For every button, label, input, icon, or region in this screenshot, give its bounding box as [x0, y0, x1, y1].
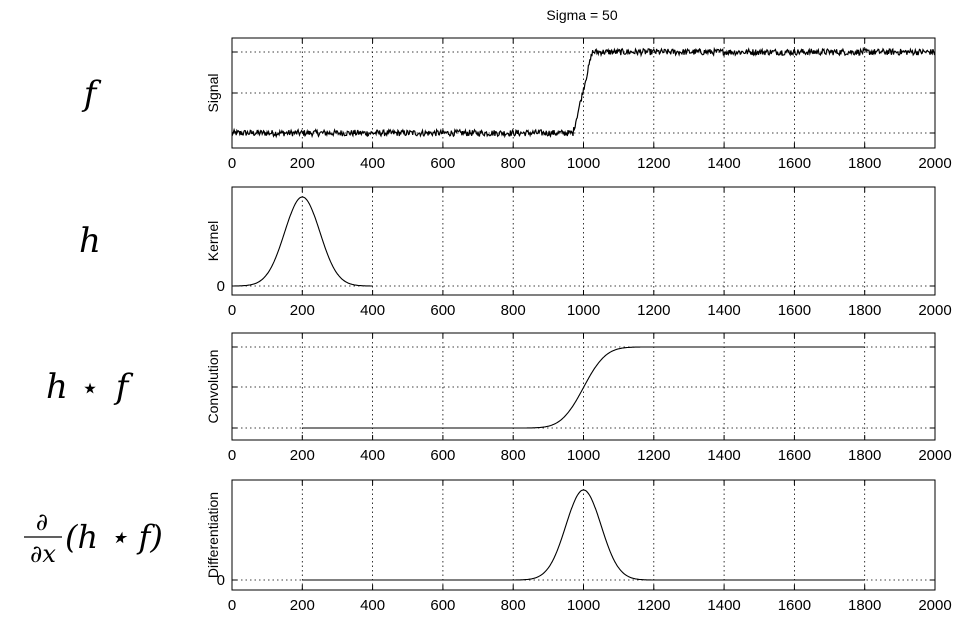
x-tick-label: 2000: [918, 597, 951, 614]
panel-kernel: 0 200 400 600 800 1000 1200 1400 1600 1800 2000 0 Ke…: [205, 186, 952, 319]
x-tick-label: 200: [290, 447, 315, 464]
x-tick-label: 1800: [848, 597, 881, 614]
label-conv-h: h: [46, 367, 68, 407]
x-tick-label: 0: [228, 302, 236, 319]
y-tick-label: 0: [217, 572, 225, 589]
x-tick-label: 1800: [848, 302, 881, 319]
x-tick-label: 1200: [637, 597, 670, 614]
x-tick-label: 1600: [778, 447, 811, 464]
x-tick-label: 800: [501, 447, 526, 464]
x-tick-label: 1400: [707, 155, 740, 172]
x-tick-label: 2000: [918, 447, 951, 464]
x-tick-label: 1200: [637, 447, 670, 464]
panel-signal: 0 200 400 600 800 1000 1200 1400 1600 1800 2000 Sig…: [205, 37, 952, 172]
x-tick-label: 200: [290, 155, 315, 172]
label-h: h: [79, 221, 101, 261]
x-tick-label: 1000: [567, 155, 600, 172]
x-tick-label: 2000: [918, 155, 951, 172]
x-tick-label: 600: [430, 447, 455, 464]
x-tick-label: 800: [501, 302, 526, 319]
y-axis-label: Signal: [205, 74, 221, 113]
panel-convolution: 0 200 400 600 800 1000 1200 1400 1600 1800 2000 Con…: [205, 332, 952, 464]
x-tick-label: 600: [430, 597, 455, 614]
x-tick-label: 400: [360, 447, 385, 464]
x-tick-label: 1400: [707, 597, 740, 614]
y-tick-label: 0: [217, 278, 225, 295]
x-tick-label: 1000: [567, 302, 600, 319]
y-axis-label: Kernel: [205, 221, 221, 261]
differentiation-line: [302, 489, 865, 581]
label-conv-star: ⋆: [81, 371, 100, 406]
x-tick-label: 1000: [567, 447, 600, 464]
x-tick-label: 1800: [848, 447, 881, 464]
x-tick-label: 1600: [778, 597, 811, 614]
x-tick-label: 800: [501, 597, 526, 614]
x-tick-label: 1400: [707, 302, 740, 319]
x-tick-label: 1800: [848, 155, 881, 172]
x-tick-label: 1000: [567, 597, 600, 614]
panels: 0 200 400 600 800 1000 1200 1400 1600 1800 2000Sig…: [205, 37, 952, 614]
x-tick-label: 400: [360, 155, 385, 172]
x-tick-label: 1600: [778, 155, 811, 172]
panel-differentiation: 0 200 400 600 800 1000 1200 1400 1600 1800 20000Di…: [205, 479, 952, 614]
row-label-convolution: h ⋆ f: [46, 367, 134, 407]
signal-line: [231, 46, 936, 139]
x-tick-label: 1200: [637, 302, 670, 319]
x-tick-label: 400: [360, 597, 385, 614]
label-f: f: [81, 74, 102, 114]
x-tick-label: 0: [228, 155, 236, 172]
label-diff-numerator: ∂: [36, 508, 48, 536]
y-axis-label: Differentiation: [205, 492, 221, 578]
x-tick-label: 600: [430, 302, 455, 319]
row-label-f: f: [81, 74, 102, 114]
x-tick-label: 600: [430, 155, 455, 172]
row-label-differentiation: ∂ ∂x (h ⋆ f): [24, 508, 163, 568]
label-diff-denominator: ∂x: [30, 540, 56, 568]
y-axis-label: Convolution: [205, 350, 221, 424]
x-tick-label: 0: [228, 447, 236, 464]
x-tick-label: 200: [290, 302, 315, 319]
label-conv-f: f: [113, 367, 134, 407]
x-tick-label: 1400: [707, 447, 740, 464]
x-tick-label: 200: [290, 597, 315, 614]
row-label-h: h: [79, 221, 101, 261]
x-tick-label: 0: [228, 597, 236, 614]
x-tick-label: 800: [501, 155, 526, 172]
x-tick-label: 1200: [637, 155, 670, 172]
convolution-line: [302, 346, 865, 429]
x-tick-label: 1600: [778, 302, 811, 319]
figure-title: Sigma = 50: [546, 7, 617, 23]
x-tick-label: 400: [360, 302, 385, 319]
x-tick-label: 2000: [918, 302, 951, 319]
label-diff-rest: (h ⋆ f): [65, 518, 163, 556]
kernel-line: [232, 196, 373, 287]
